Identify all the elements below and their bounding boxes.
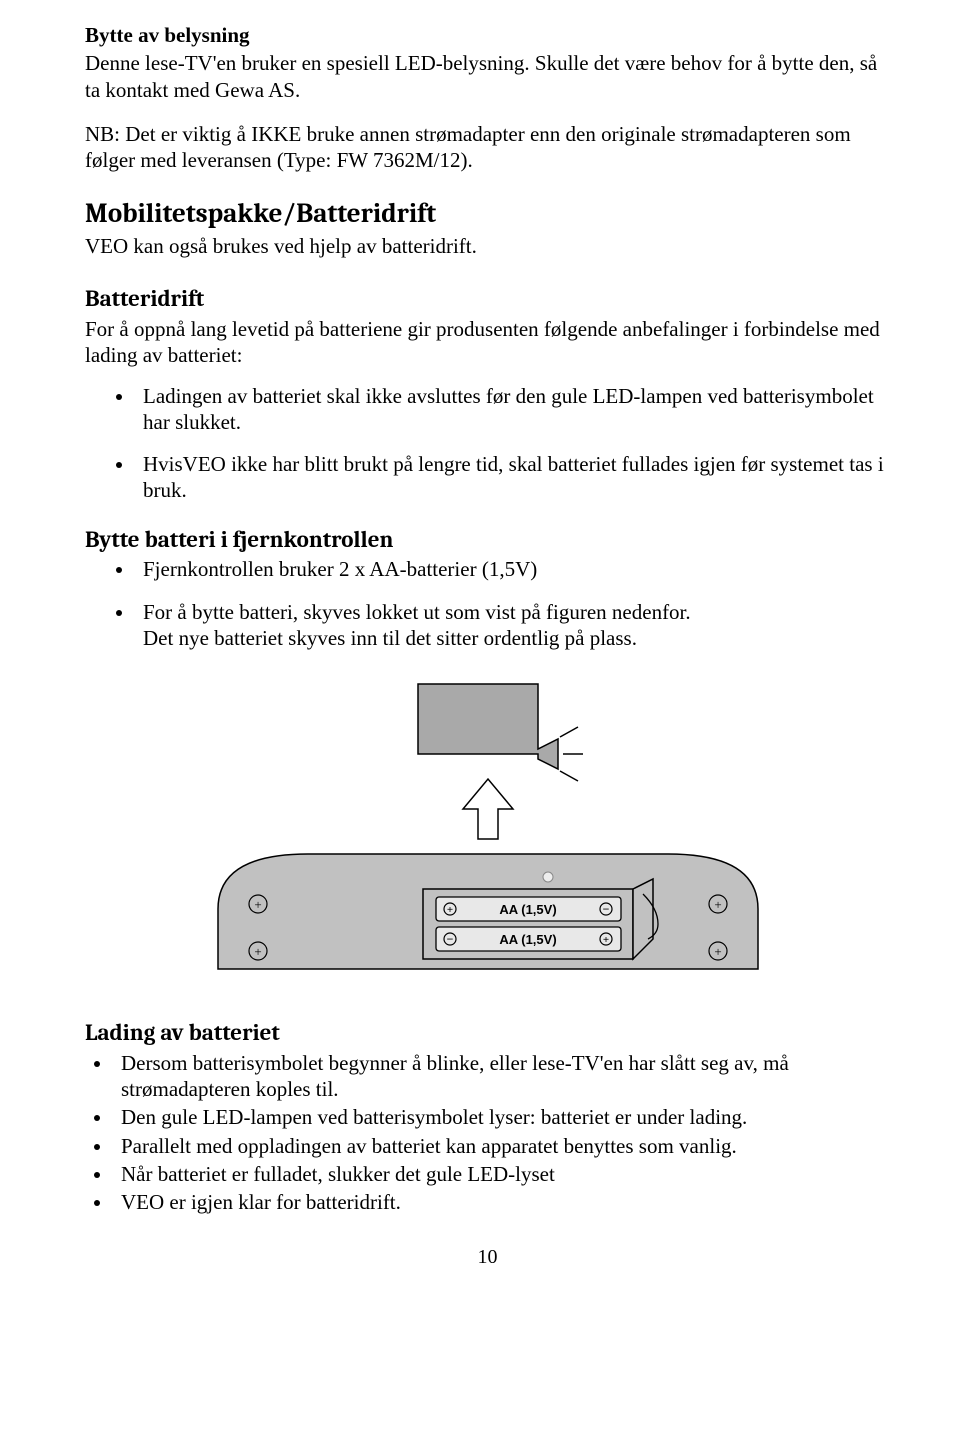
section3-p1: For å oppnå lang levetid på batteriene g… [85,316,890,369]
list-item: For å bytte batteri, skyves lokket ut so… [135,599,890,652]
svg-text:+: + [714,897,721,912]
svg-text:AA (1,5V): AA (1,5V) [499,902,556,917]
section5-heading: Lading av batteriet [85,1019,890,1048]
svg-text:AA (1,5V): AA (1,5V) [499,932,556,947]
list-item: Dersom batterisymbolet begynner å blinke… [113,1050,890,1103]
section4-list: Fjernkontrollen bruker 2 x AA-batterier … [85,556,890,651]
section4-heading: Bytte batteri i fjernkontrollen [85,526,890,555]
remote-body-icon: + + + + + AA (1,5V) − − AA [218,854,758,969]
page-number: 10 [85,1245,890,1270]
section1-heading: Bytte av belysning [85,22,890,48]
up-arrow-icon [463,779,513,839]
list-item: HvisVEO ikke har blitt brukt på lengre t… [135,451,890,504]
section5-list: Dersom batterisymbolet begynner å blinke… [85,1050,890,1216]
section3-heading: Batteridrift [85,285,890,314]
list-item: Parallelt med oppladingen av batteriet k… [113,1133,890,1159]
svg-text:+: + [602,934,608,946]
section2-p1: VEO kan også brukes ved hjelp av batteri… [85,233,890,259]
cover-piece-icon [418,684,583,781]
list-item: Når batteriet er fulladet, slukker det g… [113,1161,890,1187]
list-item: Fjernkontrollen bruker 2 x AA-batterier … [135,556,890,582]
svg-text:+: + [714,944,721,959]
svg-text:+: + [254,944,261,959]
section1-p1: Denne lese-TV'en bruker en spesiell LED-… [85,50,890,103]
svg-text:+: + [254,897,261,912]
section3-list: Ladingen av batteriet skal ikke avslutte… [85,383,890,504]
list-item: VEO er igjen klar for batteridrift. [113,1189,890,1215]
svg-text:−: − [446,932,453,946]
section1-p2: NB: Det er viktig å IKKE bruke annen str… [85,121,890,174]
list-item: Ladingen av batteriet skal ikke avslutte… [135,383,890,436]
svg-text:−: − [602,902,609,916]
svg-text:+: + [446,904,452,916]
battery-cover-figure: + + + + + AA (1,5V) − − AA [85,679,890,979]
list-item: Den gule LED-lampen ved batterisymbolet … [113,1104,890,1130]
section2-heading: Mobilitetspakke/Batteridrift [85,197,890,231]
battery-diagram-svg: + + + + + AA (1,5V) − − AA [198,679,778,979]
